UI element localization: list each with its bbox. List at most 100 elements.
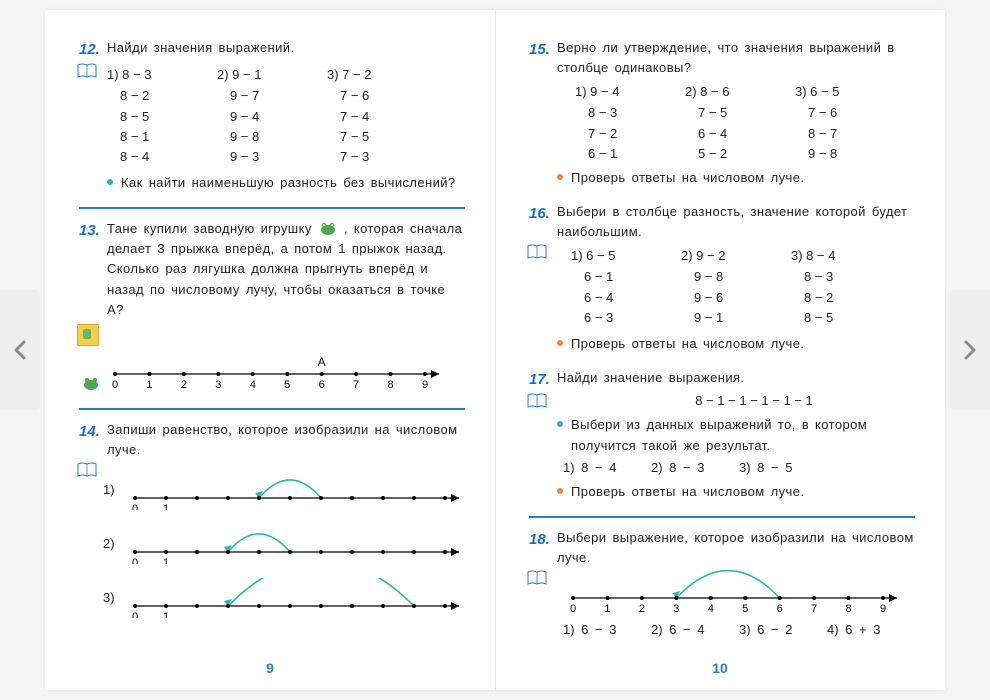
svg-text:9: 9 bbox=[422, 379, 428, 388]
expression: 8 − 2 bbox=[107, 86, 217, 106]
expression: 8 − 3 bbox=[575, 103, 685, 123]
activity-icon bbox=[77, 324, 99, 346]
bullet-dot-icon bbox=[557, 421, 563, 427]
line-label: 1) bbox=[103, 480, 125, 500]
svg-text:9: 9 bbox=[880, 603, 886, 614]
svg-text:2: 2 bbox=[639, 603, 645, 614]
task-prompt: Найди значения выражений. bbox=[107, 38, 465, 58]
option: 2) 8 − 3 bbox=[651, 458, 739, 478]
section-rule bbox=[529, 516, 915, 518]
page-right: 15. Верно ли утверждение, что значения в… bbox=[495, 10, 945, 690]
expression: 8 − 5 bbox=[107, 107, 217, 127]
task-15: 15. Верно ли утверждение, что значения в… bbox=[529, 38, 915, 188]
option: 3) 6 − 2 bbox=[739, 620, 827, 640]
svg-text:0: 0 bbox=[132, 611, 138, 618]
book-icon bbox=[77, 462, 97, 478]
bullet-dot-icon bbox=[557, 488, 563, 494]
svg-text:7: 7 bbox=[353, 379, 359, 388]
task-14-lines: 1)012)013)01 bbox=[103, 460, 465, 632]
column-head: 2) 9 − 2 bbox=[681, 246, 791, 266]
svg-text:0: 0 bbox=[132, 557, 138, 564]
expression: 5 − 2 bbox=[685, 144, 795, 164]
expression: 9 − 4 bbox=[217, 107, 327, 127]
svg-text:2: 2 bbox=[180, 379, 186, 388]
bullet-dot-icon bbox=[557, 340, 563, 346]
task-13: 13. Тане купили заводную игрушку , котор… bbox=[79, 219, 465, 394]
next-page-button[interactable] bbox=[950, 290, 990, 410]
task-prompt: Тане купили заводную игрушку , которая с… bbox=[107, 219, 465, 320]
bullet-dot-icon bbox=[557, 174, 563, 180]
book-icon bbox=[527, 570, 547, 586]
prev-page-button[interactable] bbox=[0, 290, 40, 410]
expression: 9 − 6 bbox=[681, 288, 791, 308]
page-number: 9 bbox=[45, 658, 495, 680]
task-18-options: 1) 6 − 32) 6 − 43) 6 − 24) 6 + 3 bbox=[563, 620, 915, 640]
task-prompt: Выбери выражение, которое изобразили на … bbox=[557, 528, 915, 568]
page-divider bbox=[495, 10, 496, 690]
task-18: 18. Выбери выражение, которое изобразили… bbox=[529, 528, 915, 641]
svg-text:4: 4 bbox=[249, 379, 255, 388]
svg-text:1: 1 bbox=[146, 379, 152, 388]
svg-text:6: 6 bbox=[777, 603, 783, 614]
task-18-numberline: 0123456789 bbox=[563, 568, 903, 614]
task-14: 14. Запиши равенство, которое изобразили… bbox=[79, 420, 465, 632]
column-head: 2) 8 − 6 bbox=[685, 82, 795, 102]
expression: 8 − 2 bbox=[791, 288, 901, 308]
svg-text:1: 1 bbox=[163, 503, 169, 510]
page-left: 12. Найди значения выражений. 1) 8 − 3 8… bbox=[45, 10, 495, 690]
svg-text:0: 0 bbox=[570, 603, 576, 614]
expression: 7 − 5 bbox=[327, 127, 437, 147]
expression: 9 − 1 bbox=[681, 308, 791, 328]
task-number: 17. bbox=[529, 368, 557, 391]
task-16-columns: 1) 6 − 5 6 − 1 6 − 4 6 − 32) 9 − 2 9 − 8… bbox=[571, 246, 901, 328]
column-head: 1) 9 − 4 bbox=[575, 82, 685, 102]
expression: 8 − 7 bbox=[795, 124, 905, 144]
option: 3) 8 − 5 bbox=[739, 458, 827, 478]
frog-icon bbox=[318, 220, 338, 236]
expression: 7 − 4 bbox=[327, 107, 437, 127]
task-15-columns: 1) 9 − 4 8 − 3 7 − 2 6 − 12) 8 − 6 7 − 5… bbox=[575, 82, 915, 164]
expression: 9 − 8 bbox=[217, 127, 327, 147]
svg-text:3: 3 bbox=[215, 379, 221, 388]
svg-text:1: 1 bbox=[163, 611, 169, 618]
expression: 6 − 3 bbox=[571, 308, 681, 328]
svg-text:0: 0 bbox=[112, 379, 118, 388]
task-number: 18. bbox=[529, 528, 557, 551]
frog-icon bbox=[81, 375, 101, 391]
task-16: 16. Выбери в столбце разность, значение … bbox=[529, 202, 915, 354]
expression: 6 − 4 bbox=[571, 288, 681, 308]
svg-text:5: 5 bbox=[742, 603, 748, 614]
task-17-expression: 8 − 1 − 1 − 1 − 1 − 1 bbox=[553, 391, 915, 411]
expression: 9 − 8 bbox=[681, 267, 791, 287]
task-13-numberline: 0123456789A bbox=[107, 352, 465, 394]
task-prompt: Запиши равенство, которое изобразили на … bbox=[107, 420, 465, 460]
task-number: 15. bbox=[529, 38, 557, 61]
task-12: 12. Найди значения выражений. 1) 8 − 3 8… bbox=[79, 38, 465, 193]
bullet-dot-icon bbox=[107, 179, 113, 185]
expression: 8 − 5 bbox=[791, 308, 901, 328]
svg-text:7: 7 bbox=[811, 603, 817, 614]
expression: 8 − 4 bbox=[107, 147, 217, 167]
option: 2) 6 − 4 bbox=[651, 620, 739, 640]
expression: 8 − 1 bbox=[107, 127, 217, 147]
task-number: 16. bbox=[529, 202, 557, 225]
section-rule bbox=[79, 207, 465, 209]
task-17-options: 1) 8 − 42) 8 − 33) 8 − 5 bbox=[563, 458, 915, 478]
task-12-columns: 1) 8 − 3 8 − 2 8 − 5 8 − 1 8 − 42) 9 − 1… bbox=[107, 65, 437, 167]
svg-text:1: 1 bbox=[604, 603, 610, 614]
svg-text:8: 8 bbox=[387, 379, 393, 388]
svg-text:0: 0 bbox=[132, 503, 138, 510]
expression: 6 − 1 bbox=[571, 267, 681, 287]
svg-text:8: 8 bbox=[845, 603, 851, 614]
option: 1) 8 − 4 bbox=[563, 458, 651, 478]
expression: 7 − 3 bbox=[327, 147, 437, 167]
line-label: 2) bbox=[103, 534, 125, 554]
column-head: 3) 6 − 5 bbox=[795, 82, 905, 102]
column-head: 3) 8 − 4 bbox=[791, 246, 901, 266]
expression: 6 − 4 bbox=[685, 124, 795, 144]
task-number: 13. bbox=[79, 219, 107, 242]
task-17-note: Проверь ответы на числовом луче. bbox=[571, 482, 915, 502]
task-17-pick: Выбери из данных выражений то, в котором… bbox=[571, 415, 915, 455]
task-16-note: Проверь ответы на числовом луче. bbox=[571, 334, 915, 354]
svg-text:3: 3 bbox=[673, 603, 679, 614]
